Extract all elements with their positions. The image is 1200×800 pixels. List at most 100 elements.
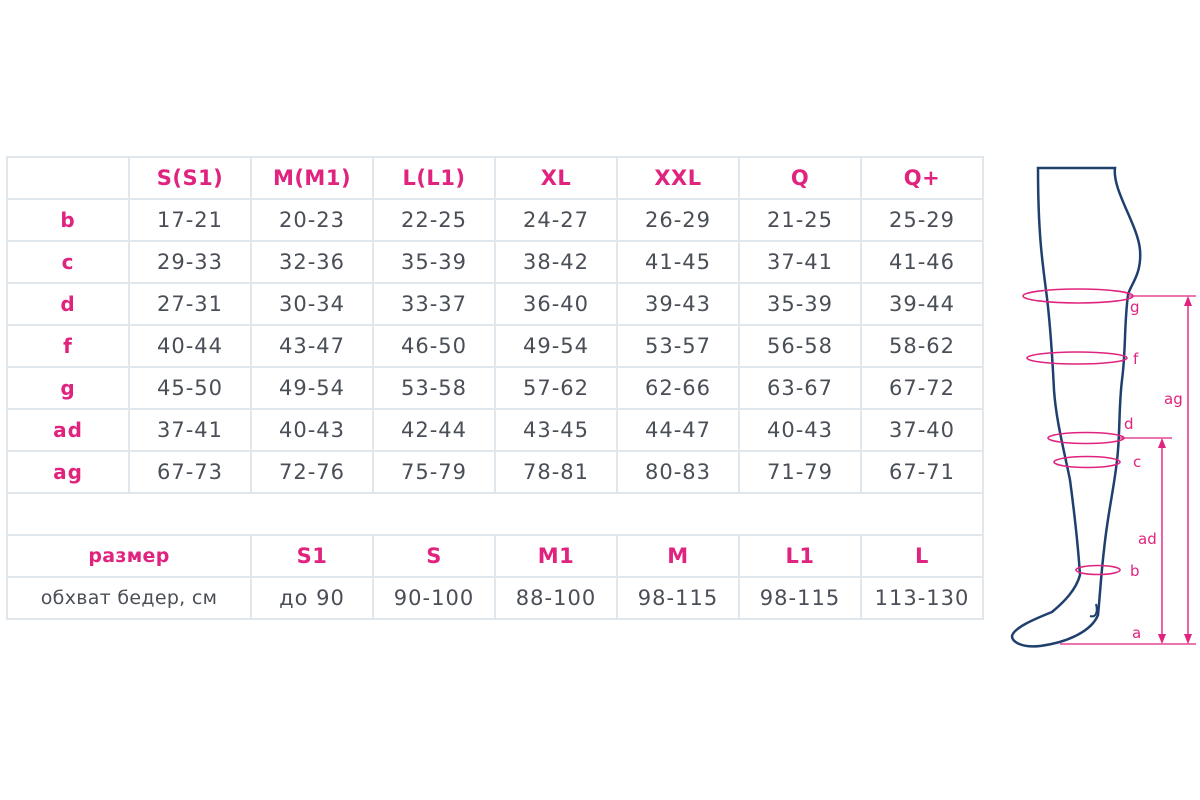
table-cell: 78-81	[494, 450, 618, 494]
table-cell: 35-39	[372, 240, 496, 284]
ring-f	[1026, 351, 1128, 365]
ring-b	[1075, 564, 1121, 576]
label-g: g	[1130, 298, 1140, 316]
table-cell: 30-34	[250, 282, 374, 326]
hip-size-header: S1	[250, 534, 374, 578]
label-ag: ag	[1164, 390, 1183, 408]
hip-size-header: L	[860, 534, 984, 578]
table-cell: 45-50	[128, 366, 252, 410]
ring-d	[1047, 431, 1125, 445]
table-cell: 39-43	[616, 282, 740, 326]
table-cell: 67-72	[860, 366, 984, 410]
hip-size-header: L1	[738, 534, 862, 578]
table-cell: 26-29	[616, 198, 740, 242]
ad-arrowhead-top	[1158, 438, 1166, 448]
table-row: d 27-31 30-34 33-37 36-40 39-43 35-39 39…	[6, 282, 984, 326]
table-cell: 32-36	[250, 240, 374, 284]
table-cell: 17-21	[128, 198, 252, 242]
table-cell: 46-50	[372, 324, 496, 368]
table-cell: 80-83	[616, 450, 740, 494]
table-row: f 40-44 43-47 46-50 49-54 53-57 56-58 58…	[6, 324, 984, 368]
header-row: S(S1) M(M1) L(L1) XL XXL Q Q+	[6, 156, 984, 200]
hip-value-row: обхват бедер, см до 90 90-100 88-100 98-…	[6, 576, 984, 620]
column-header: Q+	[860, 156, 984, 200]
hip-size-header: S	[372, 534, 496, 578]
table-cell: 42-44	[372, 408, 496, 452]
table-cell: 58-62	[860, 324, 984, 368]
row-key: ad	[6, 408, 130, 452]
table-cell: 44-47	[616, 408, 740, 452]
hip-value-cell: 88-100	[494, 576, 618, 620]
table-row: ag 67-73 72-76 75-79 78-81 80-83 71-79 6…	[6, 450, 984, 494]
table-cell: 67-73	[128, 450, 252, 494]
label-d: d	[1124, 415, 1134, 433]
hip-size-header: M	[616, 534, 740, 578]
row-key: f	[6, 324, 130, 368]
label-f: f	[1133, 350, 1139, 368]
table-cell: 36-40	[494, 282, 618, 326]
table-cell: 53-58	[372, 366, 496, 410]
ag-arrowhead-bottom	[1184, 634, 1192, 644]
table-row: ad 37-41 40-43 42-44 43-45 44-47 40-43 3…	[6, 408, 984, 452]
label-b: b	[1130, 562, 1140, 580]
size-chart-table: S(S1) M(M1) L(L1) XL XXL Q Q+ b 17-21 20…	[6, 156, 984, 620]
table-cell: 20-23	[250, 198, 374, 242]
row-key: d	[6, 282, 130, 326]
table-cell: 40-43	[738, 408, 862, 452]
column-header: Q	[738, 156, 862, 200]
hip-value-cell: 98-115	[738, 576, 862, 620]
column-header: XXL	[616, 156, 740, 200]
table-cell: 49-54	[250, 366, 374, 410]
table-cell: 62-66	[616, 366, 740, 410]
table-cell: 63-67	[738, 366, 862, 410]
label-a: a	[1132, 624, 1141, 642]
table-cell: 21-25	[738, 198, 862, 242]
column-header: S(S1)	[128, 156, 252, 200]
table-cell: 37-41	[738, 240, 862, 284]
ad-arrowhead-bottom	[1158, 634, 1166, 644]
hip-value-cell: 113-130	[860, 576, 984, 620]
table-cell: 75-79	[372, 450, 496, 494]
hip-size-row: размер S1 S M1 M L1 L	[6, 534, 984, 578]
ankle-bone-mark	[1089, 603, 1098, 618]
column-header: M(M1)	[250, 156, 374, 200]
table-cell: 71-79	[738, 450, 862, 494]
table-cell: 43-45	[494, 408, 618, 452]
table-cell: 67-71	[860, 450, 984, 494]
table-cell: 38-42	[494, 240, 618, 284]
table-cell: 40-43	[250, 408, 374, 452]
leg-measurement-diagram: g f d c b a ag ad	[1010, 166, 1196, 648]
spacer-row	[6, 492, 984, 536]
ring-c	[1053, 455, 1121, 469]
table-cell: 40-44	[128, 324, 252, 368]
row-key: b	[6, 198, 130, 242]
table-cell: 39-44	[860, 282, 984, 326]
table-cell: 72-76	[250, 450, 374, 494]
table-cell: 22-25	[372, 198, 496, 242]
table-cell: 27-31	[128, 282, 252, 326]
table-cell: 43-47	[250, 324, 374, 368]
hip-value-cell: до 90	[250, 576, 374, 620]
row-key: c	[6, 240, 130, 284]
table-cell: 37-40	[860, 408, 984, 452]
column-header: XL	[494, 156, 618, 200]
hip-value-cell: 98-115	[616, 576, 740, 620]
table-row: g 45-50 49-54 53-58 57-62 62-66 63-67 67…	[6, 366, 984, 410]
table-cell: 37-41	[128, 408, 252, 452]
table-cell: 41-46	[860, 240, 984, 284]
row-key: ag	[6, 450, 130, 494]
table-cell: 29-33	[128, 240, 252, 284]
ag-arrowhead-top	[1184, 296, 1192, 306]
size-label: размер	[6, 534, 252, 578]
spacer-cell	[6, 492, 984, 536]
table-cell: 35-39	[738, 282, 862, 326]
table-cell: 33-37	[372, 282, 496, 326]
table-row: b 17-21 20-23 22-25 24-27 26-29 21-25 25…	[6, 198, 984, 242]
label-c: c	[1133, 453, 1141, 471]
table-cell: 24-27	[494, 198, 618, 242]
ring-g	[1022, 288, 1134, 304]
label-ad: ad	[1138, 530, 1157, 548]
table-cell: 56-58	[738, 324, 862, 368]
corner-cell	[6, 156, 130, 200]
table-cell: 41-45	[616, 240, 740, 284]
